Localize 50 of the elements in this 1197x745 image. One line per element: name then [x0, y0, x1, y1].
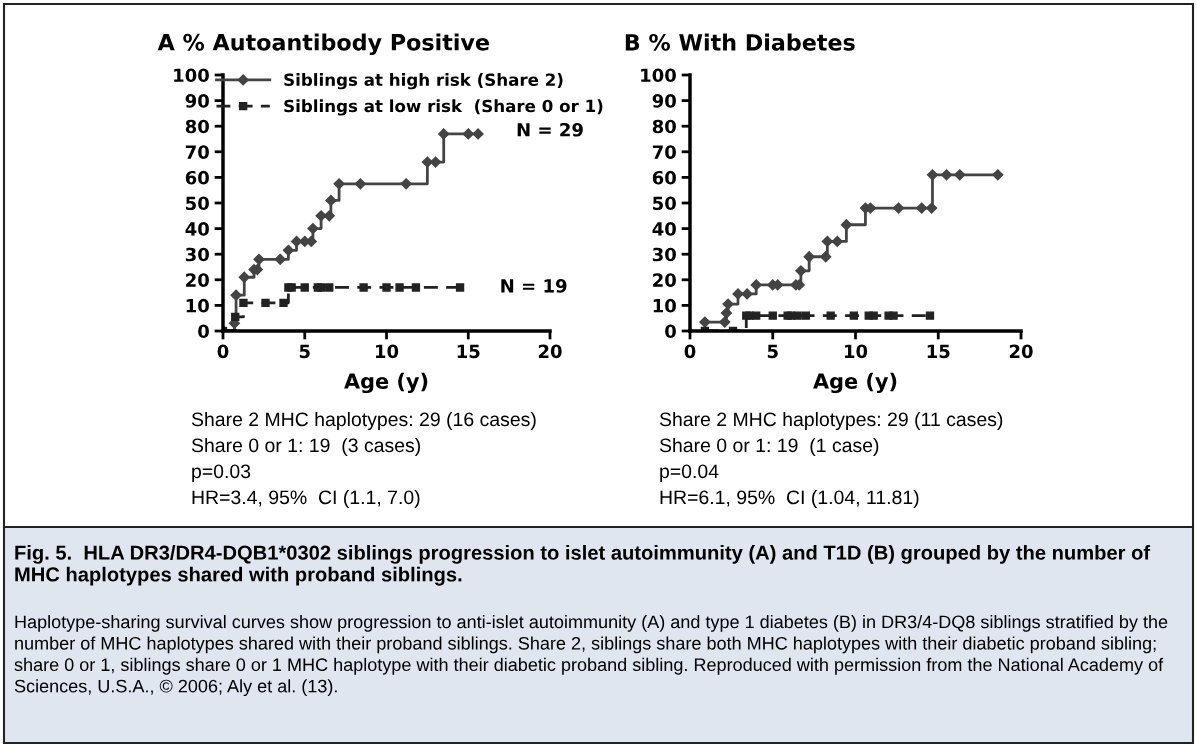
- text: Share 0 or 1: 19 (1 case): [659, 437, 879, 457]
- y-tick-label: 60: [185, 170, 209, 185]
- x-tick-label: 20: [1009, 344, 1033, 359]
- annotation: N = 19: [501, 279, 567, 293]
- x-tick-label: 10: [844, 344, 868, 359]
- y-tick-label: 60: [652, 170, 676, 185]
- chart-title: B % With Diabetes: [625, 33, 855, 51]
- y-tick-label: 70: [185, 145, 209, 159]
- y-tick-label: 20: [653, 273, 676, 287]
- y-tick-label: 10: [186, 298, 209, 313]
- y-tick-label: 30: [185, 247, 209, 262]
- text: Fig. 5. HLA DR3/DR4-DQB1*0302 siblings progression to islet autoimmunity (A) and T1D (B) grouped by the number of MHC haplotypes shared with proband siblings.: [15, 545, 1151, 586]
- y-tick-label: 90: [652, 94, 676, 108]
- y-tick-label: 40: [652, 222, 676, 236]
- text: Share 2 MHC haplotypes: 29 (11 cases): [659, 411, 1003, 431]
- y-tick-label: 50: [186, 196, 209, 211]
- text: p=0.04: [660, 464, 719, 483]
- x-tick-label: 5: [767, 344, 778, 359]
- x-tick-label: 5: [299, 344, 310, 359]
- text: Share 2 MHC haplotypes: 29 (16 cases): [191, 411, 536, 431]
- y-tick-label: 30: [652, 247, 676, 262]
- text: Share 0 or 1: 19 (3 cases): [191, 437, 420, 457]
- y-tick-label: 100: [174, 68, 209, 83]
- x-axis-title: Age (y): [813, 372, 897, 394]
- x-tick-label: 20: [538, 344, 562, 359]
- text: p=0.03: [192, 464, 251, 483]
- annotation: N = 29: [517, 122, 583, 137]
- y-tick-label: 0: [198, 324, 209, 339]
- text: HR=6.1, 95% CI (1.04, 11.81): [660, 489, 919, 509]
- y-tick-label: 10: [653, 298, 676, 313]
- y-tick-label: 40: [185, 222, 209, 236]
- y-tick-label: 70: [652, 145, 676, 159]
- x-tick-label: 0: [684, 344, 696, 359]
- text: Haplotype-sharing survival curves show progression to anti-islet autoimmunity (A) and type 1 diabetes (B) in DR3/4-DQ8 siblings stratified by the number of MHC haplotypes shared with their proband siblings. Share 2, siblings share both MHC haplotypes with their diabetic proband sibling; share 0 or 1, siblings share 0 or 1 MHC haplotype with their diabetic proband sibling. Reproduced with permission from the National Academy of Sciences, U.S.A., © 2006; Aly et al. (13).: [14, 615, 1168, 697]
- legend-label: Siblings at low risk (Share 0 or 1): [284, 99, 603, 116]
- y-tick-label: 80: [185, 119, 209, 134]
- y-tick-label: 100: [641, 68, 676, 83]
- chart-title: A % Autoantibody Positive: [157, 33, 489, 56]
- y-tick-label: 90: [185, 94, 209, 108]
- x-tick-label: 15: [457, 344, 480, 359]
- y-tick-label: 80: [652, 119, 676, 134]
- text: HR=3.4, 95% CI (1.1, 7.0): [192, 489, 420, 509]
- x-tick-label: 0: [217, 344, 229, 359]
- y-tick-label: 0: [665, 324, 676, 339]
- x-axis-title: Age (y): [344, 372, 428, 394]
- x-tick-label: 15: [927, 344, 950, 359]
- x-tick-label: 10: [375, 344, 399, 359]
- y-tick-label: 50: [653, 196, 676, 211]
- y-tick-label: 20: [186, 273, 209, 287]
- legend-label: Siblings at high risk (Share 2): [284, 73, 563, 90]
